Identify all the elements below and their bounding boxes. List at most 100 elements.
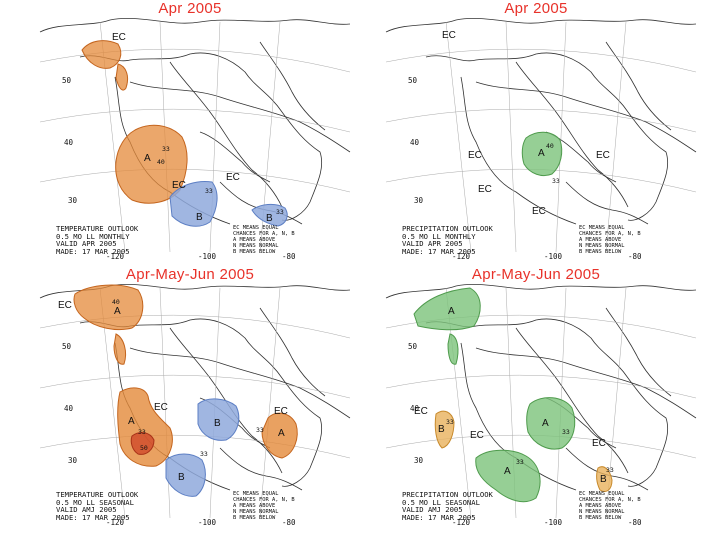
region-above-coast [447, 333, 459, 365]
longitude-label: -100 [544, 518, 563, 527]
longitude-label: -100 [198, 518, 217, 527]
legend-line: 0.5 MO LL MONTHLY [56, 231, 130, 241]
contour-label: 50 [140, 444, 148, 452]
category-label: EC [226, 172, 240, 183]
legend-line: MADE: 17 MAR 2005 [56, 512, 130, 522]
contour-label: 33 [552, 177, 560, 185]
latitude-label: 40 [410, 138, 420, 147]
longitude-label: -120 [452, 518, 471, 527]
legend-line: A MEANS ABOVE [233, 237, 276, 243]
category-label: EC [468, 150, 482, 161]
panel-temp-amj: Apr-May-Jun 2005 EC A EC A B EC A B 40 3… [20, 268, 360, 530]
category-label: A [278, 428, 285, 439]
region-below-southcentral [169, 181, 218, 227]
legend-line: N MEANS NORMAL [233, 243, 279, 249]
legend-line: CHANCES FOR A, N, B [579, 231, 641, 237]
panel-precip-amj: Apr-May-Jun 2005 A EC B EC A A EC B 33 3… [366, 268, 706, 530]
region-above-west [115, 124, 188, 204]
legend-line: 0.5 MO LL SEASONAL [402, 497, 480, 507]
category-label: A [448, 306, 455, 317]
category-label: EC [112, 32, 126, 43]
contour-label: 33 [606, 466, 614, 474]
category-label: EC [414, 406, 428, 417]
latitude-label: 30 [68, 196, 78, 205]
latitude-label: 50 [62, 76, 72, 85]
region-below-california [434, 410, 455, 449]
contour-label: 33 [205, 187, 213, 195]
contour-label: 33 [276, 208, 284, 216]
panel-title: Apr-May-Jun 2005 [471, 268, 601, 283]
region-above-coast [113, 333, 127, 365]
contour-label: 33 [162, 145, 170, 153]
longitude-label: -80 [628, 252, 642, 261]
legend-line: A MEANS ABOVE [579, 237, 622, 243]
contour-label: 40 [112, 298, 120, 306]
legend-outlook-info: TEMPERATURE OUTLOOK 0.5 MO LL SEASONAL VAL… [56, 491, 206, 521]
map-temp-apr [39, 17, 351, 253]
contour-label: 33 [256, 426, 264, 434]
region-above-midwest [526, 397, 576, 450]
contour-label: 33 [562, 428, 570, 436]
latitude-label: 30 [68, 456, 78, 465]
category-label: EC [592, 438, 606, 449]
category-label: B [196, 212, 203, 223]
category-label: EC [172, 180, 186, 191]
region-above-midwest [521, 131, 563, 177]
legend-line: B MEANS BELOW [233, 515, 276, 521]
legend-line: A MEANS ABOVE [579, 503, 622, 509]
category-label: B [600, 474, 607, 485]
category-label: EC [532, 206, 546, 217]
longitude-label: -120 [106, 252, 125, 261]
region-above-southwest-core [130, 432, 155, 455]
legend-line: EC MEANS EQUAL [579, 225, 625, 231]
legend-line: B MEANS BELOW [579, 515, 622, 521]
legend-line: VALID APR 2005 [56, 239, 117, 249]
contour-label: 33 [446, 418, 454, 426]
latitude-label: 40 [64, 138, 74, 147]
region-above-alaska [73, 284, 144, 331]
latitude-label: 30 [414, 456, 424, 465]
region-below-florida [596, 466, 613, 493]
contour-label: 40 [157, 158, 165, 166]
region-above-southwest [117, 387, 173, 467]
legend-line: VALID APR 2005 [402, 239, 463, 249]
legend-line: 0.5 MO LL SEASONAL [56, 497, 134, 507]
legend-line: N MEANS NORMAL [579, 243, 625, 249]
legend-line: EC MEANS EQUAL [579, 491, 625, 497]
region-below-north [197, 398, 240, 441]
legend-line: CHANCES FOR A, N, B [233, 231, 295, 237]
latitude-label: 40 [64, 404, 74, 413]
legend-line: A MEANS ABOVE [233, 503, 276, 509]
legend-outlook-info: PRECIPITATION OUTLOOK 0.5 MO LL MONTHLY VA… [402, 225, 552, 255]
latitude-label: 40 [410, 404, 420, 413]
contour-label: 40 [546, 142, 554, 150]
map-precip-amj [385, 283, 697, 519]
legend-outlook-info: TEMPERATURE OUTLOOK 0.5 MO LL MONTHLY VALI… [56, 225, 206, 255]
region-below-southeast [251, 203, 288, 227]
longitude-label: -80 [628, 518, 642, 527]
latitude-label: 50 [62, 342, 72, 351]
longitude-label: -80 [282, 518, 296, 527]
category-label: A [144, 153, 151, 164]
category-label: A [114, 306, 121, 317]
map-precip-apr [385, 17, 697, 253]
panel-precip-apr: Apr 2005 EC EC A EC EC EC 40 33 50 40 30… [366, 2, 706, 264]
map-temp-amj [39, 283, 351, 519]
category-label: EC [274, 406, 288, 417]
legend-line: PRECIPITATION OUTLOOK [402, 490, 493, 499]
category-label: B [178, 472, 185, 483]
region-above-coast [115, 63, 129, 91]
legend-line: N MEANS NORMAL [233, 509, 279, 515]
category-label: EC [478, 184, 492, 195]
legend-line: CHANCES FOR A, N, B [579, 497, 641, 503]
latitude-label: 30 [414, 196, 424, 205]
category-label: A [538, 148, 545, 159]
legend-line: 0.5 MO LL MONTHLY [402, 231, 476, 241]
category-label: B [438, 424, 445, 435]
contour-label: 33 [138, 428, 146, 436]
legend-line: PRECIPITATION OUTLOOK [402, 224, 493, 233]
longitude-label: -120 [452, 252, 471, 261]
